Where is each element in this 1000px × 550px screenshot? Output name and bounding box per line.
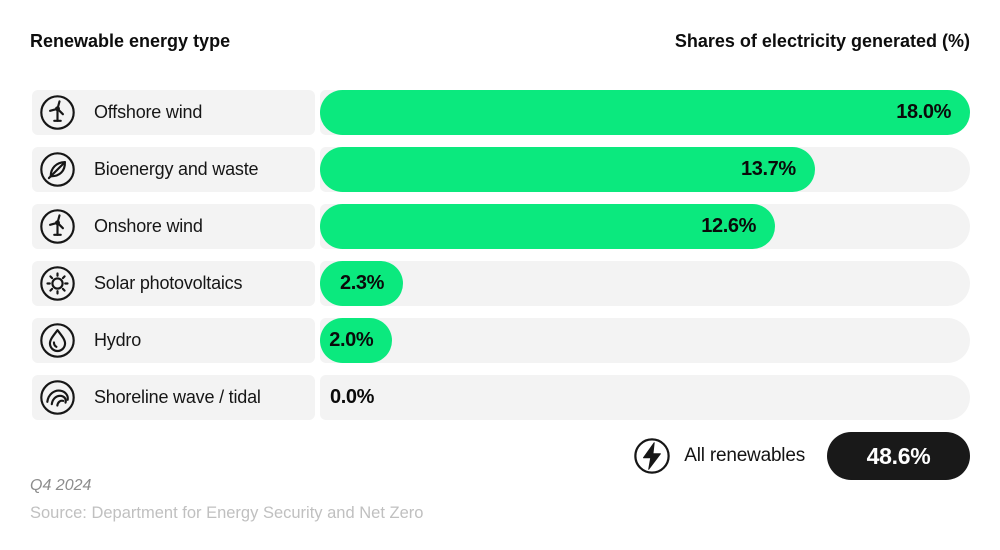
value-bar: 0.0% (320, 375, 374, 420)
chart-row: Offshore wind 18.0% (32, 90, 970, 135)
category-label-box: Offshore wind (32, 90, 315, 135)
bar-track: 13.7% (320, 147, 970, 192)
source-block: Q4 2024 Source: Department for Energy Se… (30, 477, 423, 523)
renewables-share-chart: Renewable energy type Shares of electric… (30, 30, 970, 522)
bar-track: 18.0% (320, 90, 970, 135)
bar-track: 12.6% (320, 204, 970, 249)
category-label-box: Hydro (32, 318, 315, 363)
leaf-icon (39, 151, 76, 188)
total-value: 48.6% (866, 442, 931, 469)
column-headers: Renewable energy type Shares of electric… (30, 30, 970, 52)
value-bar: 12.6% (320, 204, 775, 249)
value-bar: 2.3% (320, 261, 404, 306)
value-bar: 13.7% (320, 147, 815, 192)
sun-icon (39, 265, 76, 302)
chart-row: Solar photovoltaics 2.3% (32, 261, 970, 306)
category-label: Offshore wind (94, 102, 203, 122)
value-bar: 18.0% (320, 90, 970, 135)
category-label-box: Onshore wind (32, 204, 315, 249)
value-label: 2.3% (340, 272, 385, 294)
bar-track: 2.3% (320, 261, 970, 306)
chart-row: Onshore wind 12.6% (32, 204, 970, 249)
total-row: All renewables 48.6% (30, 432, 970, 480)
column-header-values: Shares of electricity generated (%) (674, 31, 970, 51)
category-label-box: Shoreline wave / tidal (32, 375, 315, 420)
wind-turbine-icon (39, 208, 76, 245)
total-value-pill: 48.6% (827, 432, 970, 480)
category-label-box: Solar photovoltaics (32, 261, 315, 306)
bar-chart-rows: Offshore wind 18.0% Bioenergy and waste … (32, 90, 970, 420)
value-label: 13.7% (741, 158, 796, 180)
value-label: 2.0% (329, 329, 374, 351)
category-label: Onshore wind (94, 216, 203, 236)
wind-turbine-icon (39, 94, 76, 131)
bar-track: 2.0% (320, 318, 970, 363)
bar-track: 0.0% (320, 375, 970, 420)
source-attribution: Source: Department for Energy Security a… (30, 504, 424, 522)
wave-icon (39, 379, 76, 416)
value-label: 0.0% (330, 386, 374, 408)
column-header-category: Renewable energy type (30, 31, 231, 51)
value-bar: 2.0% (320, 318, 393, 363)
category-label: Bioenergy and waste (94, 159, 259, 179)
category-label: Shoreline wave / tidal (94, 387, 261, 407)
chart-row: Bioenergy and waste 13.7% (32, 147, 970, 192)
category-label-box: Bioenergy and waste (32, 147, 315, 192)
bolt-icon (633, 437, 671, 475)
chart-row: Shoreline wave / tidal 0.0% (32, 375, 970, 420)
droplet-icon (39, 322, 76, 359)
value-label: 18.0% (896, 101, 951, 123)
value-label: 12.6% (701, 215, 756, 237)
chart-row: Hydro 2.0% (32, 318, 970, 363)
total-label: All renewables (684, 445, 805, 466)
category-label: Hydro (94, 330, 142, 350)
category-label: Solar photovoltaics (94, 273, 243, 293)
period-label: Q4 2024 (30, 477, 92, 494)
